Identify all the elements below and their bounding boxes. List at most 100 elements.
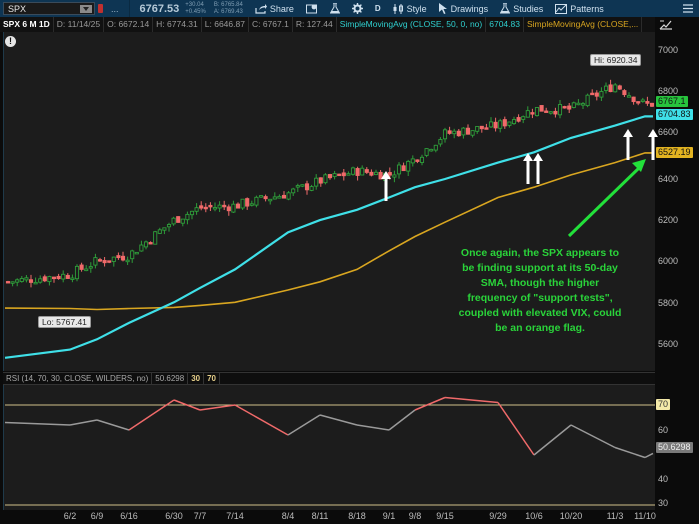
rsi-chart-pane[interactable] (3, 385, 655, 510)
cursor-arrow-icon (438, 3, 447, 14)
rsi-tick: 40 (658, 474, 669, 484)
change-absolute: +30.04 (185, 1, 204, 8)
bar-range: R: 127.44 (293, 17, 337, 32)
date-tick: 9/8 (408, 511, 422, 521)
sma50-study-label[interactable]: SimpleMovingAvg (CLOSE, 50, 0, no) (337, 17, 487, 32)
style-label: Style (406, 3, 427, 14)
flask-icon (329, 3, 340, 14)
chart-info-bar: SPX 6 M 1D D: 11/14/25 O: 6672.14 H: 677… (0, 17, 655, 32)
studies-button[interactable]: Studies (494, 0, 549, 17)
rsi-70-tag: 70 (656, 399, 671, 410)
date-tick: 9/29 (489, 511, 507, 521)
candle-style-icon (393, 3, 403, 14)
price-tick: 6000 (658, 256, 679, 266)
white-arrow-icon (523, 153, 533, 184)
date-tick: 8/18 (348, 511, 366, 521)
ask-price: A: 6769.43 (213, 8, 243, 15)
chart-title: SPX 6 M 1D (0, 17, 54, 32)
price-chart-pane[interactable] (3, 32, 655, 371)
bid-ask: B: 6765.84 A: 6769.43 (214, 2, 243, 16)
rsi-axis[interactable]: 70 60 50.6298 40 30 (655, 385, 699, 510)
bar-open: O: 6672.14 (104, 17, 154, 32)
annotation-line: SMA, though the higher (480, 277, 600, 289)
sma200-price-tag: 6527.19 (656, 147, 693, 158)
drawings-button[interactable]: Drawings (433, 0, 495, 17)
date-tick: 7/7 (193, 511, 207, 521)
last-price-tag: 6767.1 (656, 96, 688, 107)
date-tick: 11/10 (634, 511, 656, 521)
price-tick: 6600 (658, 127, 679, 137)
sma200-study-label[interactable]: SimpleMovingAvg (CLOSE,... (524, 17, 643, 32)
price-axis[interactable]: 7000 6800 6600 6400 6200 6000 5800 5600 … (655, 32, 699, 371)
rsi-value: 50.6298 (152, 372, 189, 385)
sma50-value: 6704.83 (486, 17, 524, 32)
gear-icon (351, 3, 363, 14)
date-tick: 10/20 (559, 511, 583, 521)
settings-button[interactable] (346, 0, 369, 17)
interval-label: D (374, 4, 381, 13)
date-tick: 6/9 (90, 511, 104, 521)
alert-button[interactable] (300, 0, 324, 17)
date-tick: 6/2 (63, 511, 77, 521)
price-tick: 5600 (658, 339, 679, 349)
white-arrow-icon (533, 153, 543, 184)
rsi-study-label[interactable]: RSI (14, 70, 30, CLOSE, WILDERS, no) (3, 372, 153, 385)
divider (128, 0, 130, 17)
share-button[interactable]: Share (249, 0, 300, 17)
price-tick: 6400 (658, 174, 679, 184)
rsi-overbought-level: 70 (204, 372, 221, 385)
change-percent: +0.45% (185, 8, 206, 15)
bar-close: C: 6767.1 (249, 17, 293, 32)
rsi-value-tag: 50.6298 (656, 442, 693, 453)
more-button[interactable]: ... (111, 3, 119, 14)
bar-low: L: 6646.87 (202, 17, 249, 32)
annotation-line: coupled with elevated VIX, could (458, 307, 622, 319)
date-tick: 9/1 (382, 511, 396, 521)
axis-settings-button[interactable] (655, 17, 699, 32)
patterns-label: Patterns (570, 3, 604, 14)
price-tick: 6800 (658, 86, 679, 96)
white-arrow-icon (381, 171, 391, 201)
white-arrow-icon (623, 129, 633, 160)
interval-button[interactable]: D (369, 0, 387, 17)
alert-exclamation-icon[interactable]: ! (5, 36, 16, 47)
white-arrow-icon (648, 129, 658, 160)
style-button[interactable]: Style (387, 0, 433, 17)
patterns-button[interactable]: Patterns (549, 0, 610, 17)
date-axis[interactable]: 6/2 6/9 6/16 6/30 7/7 7/14 8/4 8/11 8/18… (0, 510, 699, 524)
chevron-down-icon[interactable] (80, 5, 92, 13)
annotation-line: frequency of "support tests", (467, 292, 613, 304)
date-tick: 6/16 (120, 511, 138, 521)
bid-price: B: 6765.84 (213, 1, 243, 8)
rsi-line (4, 396, 654, 459)
date-tick: 11/3 (606, 511, 624, 521)
date-tick: 10/6 (525, 511, 543, 521)
green-arrow-icon (567, 159, 646, 238)
hamburger-menu-icon (683, 4, 693, 13)
symbol-input[interactable]: SPX (8, 3, 27, 14)
candlesticks (5, 79, 655, 288)
flask-button[interactable] (324, 0, 346, 17)
flag-icon[interactable] (98, 4, 103, 13)
bar-date: D: 11/14/25 (54, 17, 105, 32)
price-change: +30.04 +0.45% (185, 2, 206, 16)
menu-button[interactable] (677, 0, 699, 17)
rsi-level-lines (5, 404, 655, 506)
symbol-selector[interactable]: SPX (3, 2, 95, 15)
annotation-line: Once again, the SPX appears to (460, 247, 620, 259)
support-arrows (381, 129, 658, 238)
date-tick: 6/30 (165, 511, 183, 521)
price-axis-icon (659, 20, 672, 30)
bar-high: H: 6774.31 (153, 17, 202, 32)
studies-label: Studies (513, 3, 544, 14)
chart-alert-icon (305, 4, 317, 13)
rsi-study-header: RSI (14, 70, 30, CLOSE, WILDERS, no) 50.… (3, 372, 655, 385)
annotation-text: Once again, the SPX appears to be findin… (420, 246, 660, 336)
sma50-line (4, 115, 654, 359)
sma200-line (4, 152, 653, 311)
annotation-line: be finding support at its 50-day (462, 262, 618, 274)
last-price: 6767.53 (139, 2, 180, 15)
rsi-tick: 60 (658, 425, 669, 435)
